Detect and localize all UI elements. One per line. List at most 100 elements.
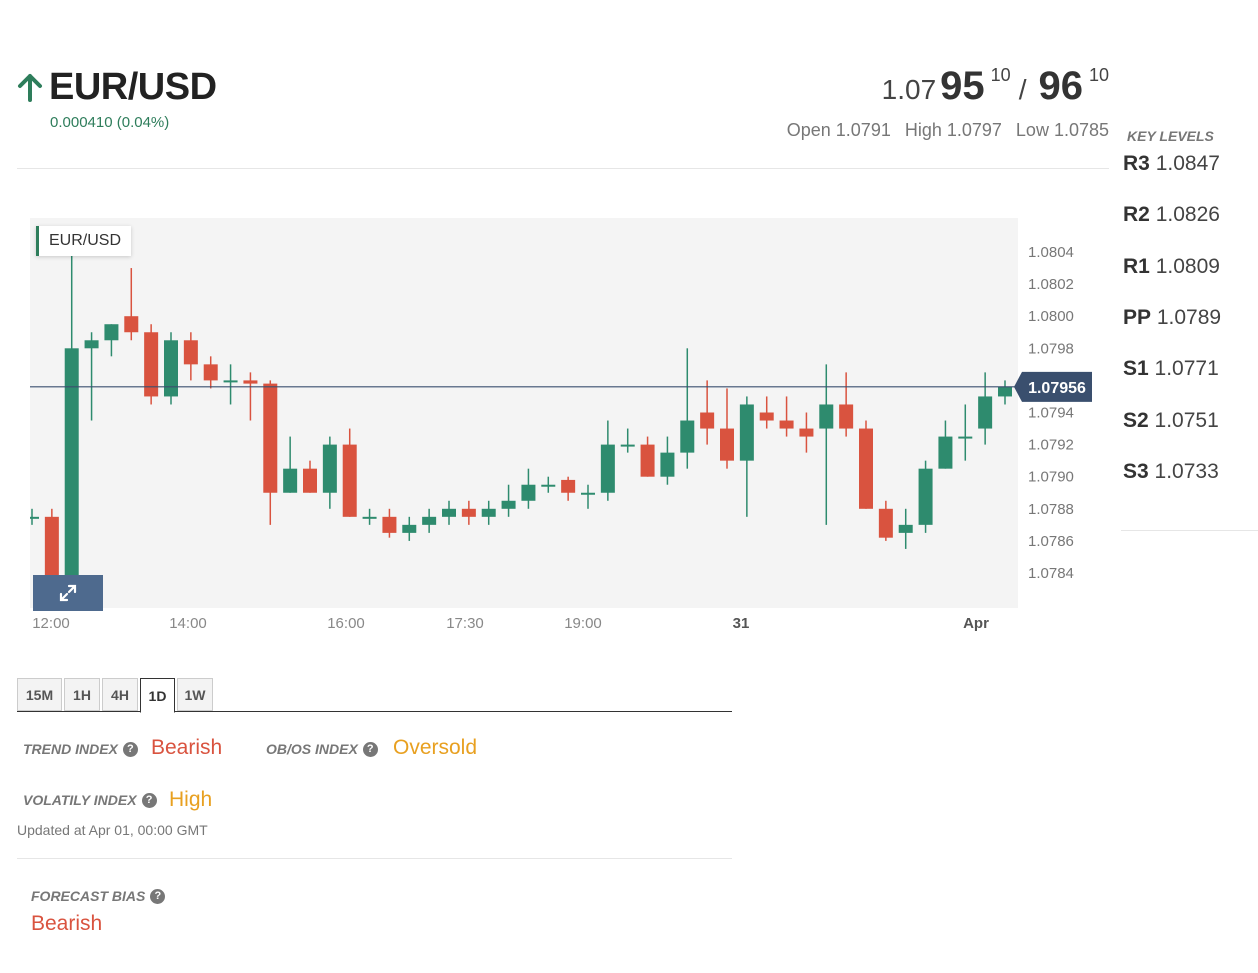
level-name: PP (1123, 306, 1152, 329)
candle-body (183, 340, 198, 365)
price-separator: / (1018, 74, 1027, 105)
candle-body (819, 404, 834, 429)
candle (183, 332, 198, 381)
y-tick-label: 1.0784 (1028, 565, 1074, 582)
candles (30, 227, 1012, 598)
tab-4h[interactable]: 4H (102, 678, 138, 711)
x-tick-label: 14:00 (169, 615, 207, 632)
candle (322, 436, 337, 509)
price-change: 0.000410 (0.04%) (50, 114, 170, 131)
level-name: S1 (1123, 357, 1149, 380)
help-icon[interactable]: ? (122, 741, 138, 757)
candle-body (342, 444, 357, 517)
instrument-header: EUR/USD 0.000410 (0.04%) 1.07 95 10 / 96… (17, 60, 1109, 169)
level-r1: R1 1.0809 (1123, 255, 1220, 279)
candle (501, 484, 516, 517)
level-s2: S2 1.0751 (1123, 409, 1219, 433)
candle (124, 268, 139, 341)
candle-body (84, 340, 99, 349)
candle (680, 348, 695, 469)
candlestick-chart[interactable]: 1.08041.08021.08001.07981.07961.07941.07… (30, 218, 1095, 638)
candle (998, 380, 1012, 405)
candle-body (739, 404, 754, 461)
y-tick-label: 1.0788 (1028, 501, 1074, 518)
candle-body (918, 468, 933, 525)
candle (64, 227, 79, 590)
y-tick-label: 1.0794 (1028, 405, 1074, 422)
candle (600, 420, 615, 501)
candle-body (680, 420, 695, 453)
candle-body (104, 324, 119, 341)
bid-lead: 1.07 (881, 74, 937, 105)
level-s3: S3 1.0733 (1123, 460, 1219, 484)
trend-index-label: TREND INDEX ? (23, 741, 138, 757)
candle-body (442, 508, 456, 517)
x-tick-label: 12:00 (32, 615, 70, 632)
ask-big: 96 (1038, 64, 1083, 108)
candle (839, 372, 854, 437)
candle (422, 508, 437, 533)
candle-body (799, 428, 814, 437)
chart-pair-label-text: EUR/USD (49, 232, 122, 249)
candle (779, 396, 794, 437)
tab-1w[interactable]: 1W (177, 678, 213, 711)
candle-body (700, 412, 715, 429)
level-value: 1.0789 (1156, 306, 1222, 329)
candle (144, 324, 159, 405)
candle-body (779, 420, 794, 429)
candle-body (362, 516, 377, 519)
level-r2: R2 1.0826 (1123, 203, 1220, 227)
candle-body (263, 383, 278, 493)
candle (84, 332, 99, 421)
tab-15m[interactable]: 15M (17, 678, 62, 711)
x-tick-label: 16:00 (327, 615, 365, 632)
price-chart[interactable]: 1.08041.08021.08001.07981.07961.07941.07… (30, 218, 1095, 638)
tab-1h[interactable]: 1H (64, 678, 100, 711)
key-levels-title: KEY LEVELS (1127, 128, 1214, 144)
candle-body (461, 508, 476, 517)
candle-body (839, 404, 854, 429)
current-price-line: 1.07956 (30, 371, 1092, 402)
divider (17, 858, 732, 859)
level-r3: R3 1.0847 (1123, 152, 1220, 176)
arrow-up-icon (18, 73, 42, 102)
y-tick-label: 1.0798 (1028, 340, 1074, 357)
chart-pair-label: EUR/USD (36, 226, 132, 256)
candle-body (541, 484, 556, 487)
x-tick-label: 31 (733, 615, 750, 632)
candle (720, 388, 734, 469)
y-tick-label: 1.0786 (1028, 533, 1074, 550)
help-icon[interactable]: ? (150, 888, 166, 904)
trend-index-value: Bearish (151, 736, 223, 759)
candle (541, 476, 556, 493)
candle-body (223, 380, 238, 383)
candle (799, 412, 814, 453)
volatility-index-label: VOLATILY INDEX ? (23, 792, 157, 808)
obos-index-label: OB/OS INDEX ? (266, 741, 378, 757)
candle (958, 404, 973, 461)
tab-1d[interactable]: 1D (140, 678, 175, 713)
help-icon[interactable]: ? (362, 741, 378, 757)
candle-body (44, 516, 59, 582)
candle (859, 420, 873, 509)
pair-title: EUR/USD (49, 66, 217, 108)
trend-index-label-text: TREND INDEX (23, 741, 118, 757)
candle (620, 428, 635, 453)
candle-body (124, 316, 139, 333)
bid-pip: 10 (990, 65, 1011, 85)
candle-body (859, 428, 873, 509)
help-icon[interactable]: ? (141, 792, 157, 808)
expand-chart-button[interactable] (33, 575, 103, 611)
obos-index-label-text: OB/OS INDEX (266, 741, 358, 757)
candle-body (581, 492, 595, 495)
candle (382, 508, 397, 538)
updated-timestamp: Updated at Apr 01, 00:00 GMT (17, 822, 208, 838)
candle-body (422, 516, 437, 525)
candle (819, 364, 834, 525)
candle-body (600, 444, 615, 493)
candle (700, 380, 715, 445)
candle (461, 500, 476, 525)
candle-body (998, 386, 1012, 397)
y-tick-label: 1.0790 (1028, 469, 1074, 486)
candle-body (64, 348, 79, 582)
